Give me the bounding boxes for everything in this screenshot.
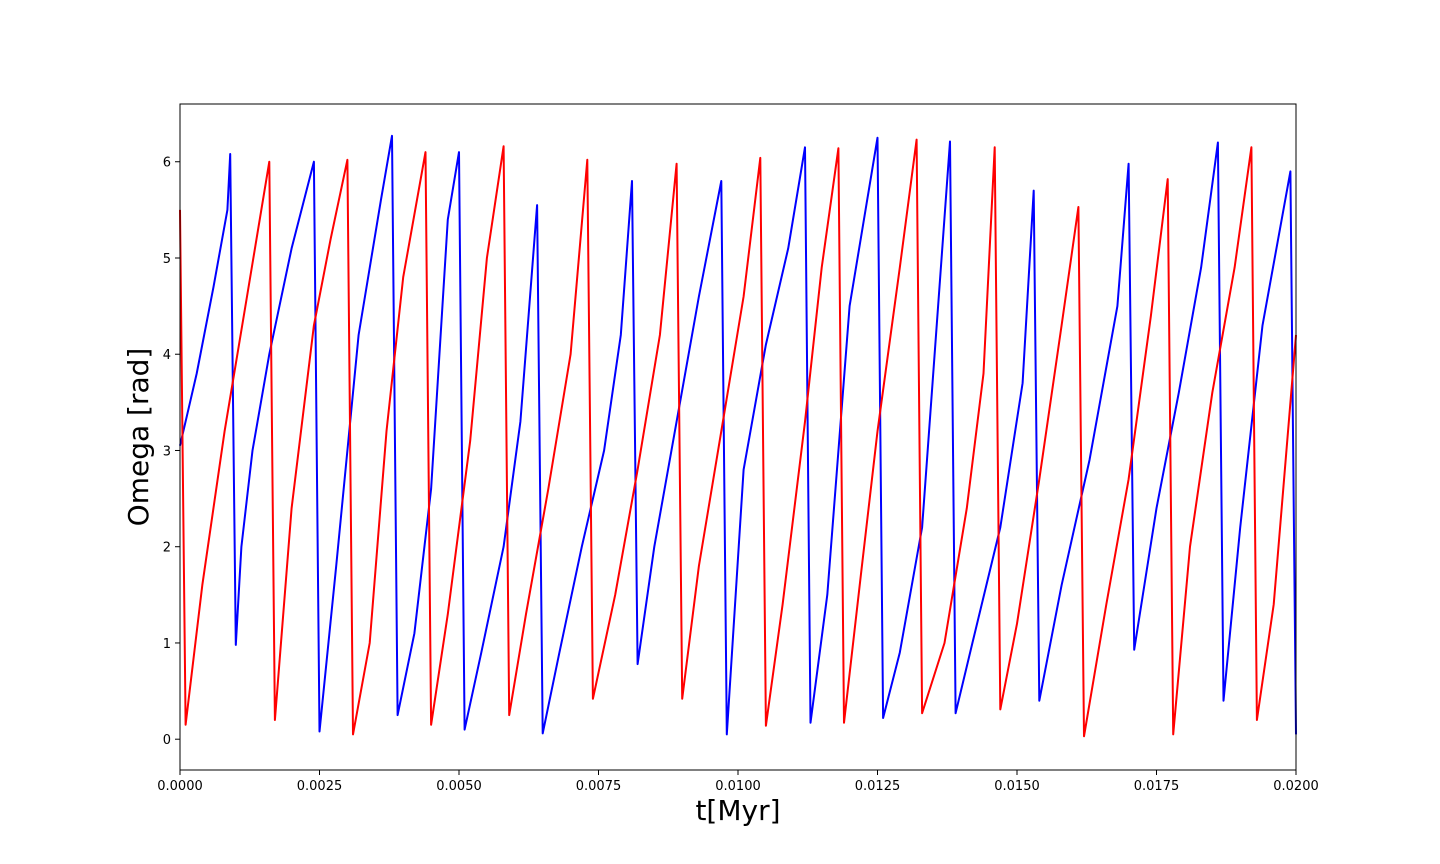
x-tick-label: 0.0075 <box>576 779 622 794</box>
series-line-2 <box>179 138 1297 738</box>
x-tick-label: 0.0000 <box>157 779 203 794</box>
y-axis-label: Omega [rad] <box>122 348 155 527</box>
series-line-1 <box>179 134 1297 736</box>
y-tick-label: 4 <box>163 348 171 363</box>
x-axis-label: t[Myr] <box>695 794 780 827</box>
y-tick-label: 1 <box>163 637 171 652</box>
y-tick-label: 0 <box>163 733 171 748</box>
y-tick-label: 3 <box>163 444 171 459</box>
x-tick-label: 0.0050 <box>436 779 482 794</box>
series-layer <box>179 134 1297 738</box>
x-tick-label: 0.0200 <box>1273 779 1319 794</box>
x-tick-label: 0.0025 <box>297 779 343 794</box>
x-tick-label: 0.0100 <box>715 779 761 794</box>
y-tick-label: 6 <box>163 156 171 171</box>
y-tick-label: 5 <box>163 252 171 267</box>
x-tick-label: 0.0125 <box>855 779 901 794</box>
x-tick-label: 0.0175 <box>1134 779 1180 794</box>
x-tick-label: 0.0150 <box>994 779 1040 794</box>
y-tick-label: 2 <box>163 541 171 556</box>
x-axis-ticks: 0.0000 0.0025 0.0050 0.0075 0.0100 0.0125 0.01… <box>157 770 1319 794</box>
y-axis-ticks: 0 1 2 3 4 5 6 <box>163 156 180 748</box>
